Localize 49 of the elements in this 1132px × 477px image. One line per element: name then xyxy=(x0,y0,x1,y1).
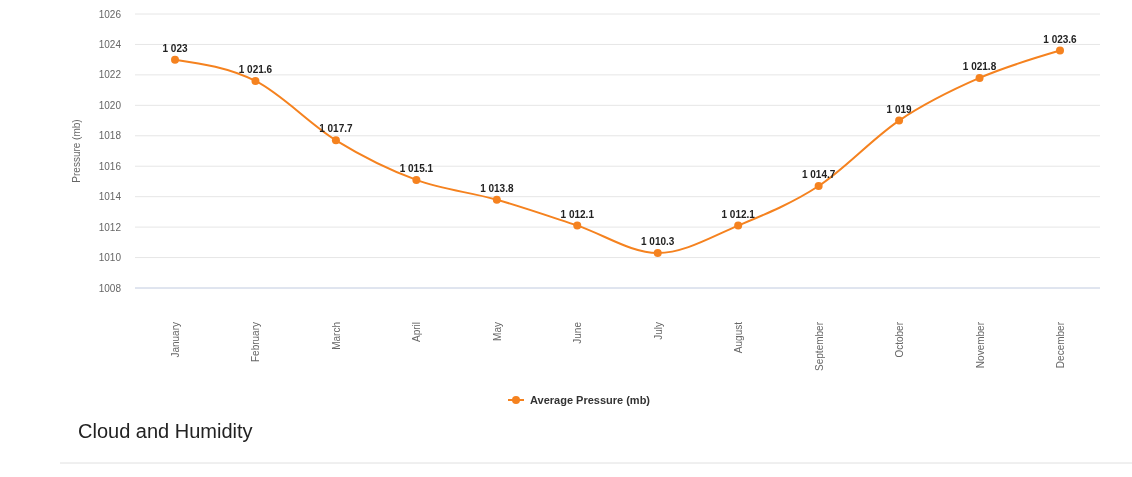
x-tick-label: December xyxy=(1055,321,1066,369)
point xyxy=(171,55,179,64)
y-tick-label: 1008 xyxy=(98,282,122,294)
legend-label: Average Pressure (mb) xyxy=(530,393,651,406)
point xyxy=(412,175,421,184)
data-label: 1 010.3 xyxy=(641,235,675,247)
x-tick-label: January xyxy=(170,322,181,358)
data-label: 1 013.8 xyxy=(480,182,514,194)
x-tick-label: April xyxy=(411,322,423,343)
point xyxy=(975,73,984,82)
x-tick-label: August xyxy=(733,321,745,354)
y-tick-label: 1010 xyxy=(98,252,122,264)
data-label: 1 017.7 xyxy=(319,123,354,135)
point xyxy=(734,221,743,230)
y-tick-label: 1016 xyxy=(98,160,122,172)
x-tick-label: September xyxy=(813,321,825,371)
y-axis-title: Pressure (mb) xyxy=(71,119,82,183)
data-label: 1 023 xyxy=(162,42,188,54)
point xyxy=(573,221,582,230)
data-label: 1 012.1 xyxy=(560,208,595,220)
x-tick-label: February xyxy=(250,322,262,363)
y-tick-label: 1018 xyxy=(98,130,122,142)
y-tick-label: 1020 xyxy=(98,99,122,111)
data-label: 1 012.1 xyxy=(721,208,756,220)
data-label: 1 015.1 xyxy=(399,162,434,174)
text: Cloud and Humidity xyxy=(78,420,253,442)
data-label: 1 021.8 xyxy=(962,60,997,72)
y-tick-label: 1014 xyxy=(98,191,122,203)
x-tick-label: July xyxy=(652,322,664,340)
point xyxy=(251,76,260,85)
x-tick-label: March xyxy=(330,322,342,350)
point xyxy=(814,182,823,191)
point xyxy=(895,116,904,125)
y-tick-label: 1022 xyxy=(98,69,122,81)
data-label: 1 014.7 xyxy=(801,169,836,181)
data-label: 1 023.6 xyxy=(1043,33,1078,45)
y-tick-label: 1012 xyxy=(98,221,122,233)
data-label: 1 019 xyxy=(886,103,913,115)
y-tick-label: 1024 xyxy=(98,38,122,50)
point xyxy=(1056,46,1064,55)
x-tick-label: June xyxy=(572,321,584,344)
point xyxy=(492,195,501,204)
x-tick-label: May xyxy=(491,322,503,341)
x-tick-label: November xyxy=(974,321,986,369)
x-tick-label: October xyxy=(894,321,906,358)
y-tick-label: 1026 xyxy=(98,8,122,20)
data-label: 1 021.6 xyxy=(238,63,273,75)
point xyxy=(653,248,662,257)
point xyxy=(331,136,340,145)
